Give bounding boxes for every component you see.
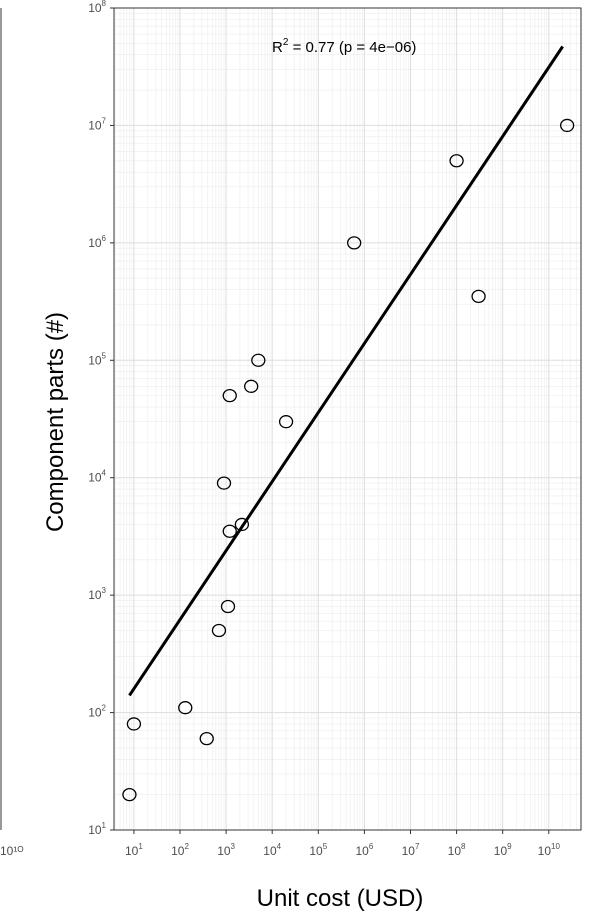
left-panel-tick-label: 10¹ᴼ bbox=[0, 844, 23, 858]
annotation-r2-label: R bbox=[272, 39, 283, 56]
regression-line bbox=[128, 45, 564, 697]
y-axis-ticks: 101 102 103 104 105 106 107 108 bbox=[88, 0, 114, 837]
x-axis-ticks: 101 102 103 104 105 106 107 108 109 1010 bbox=[125, 830, 560, 858]
scatter-point bbox=[251, 353, 266, 367]
y-tick-label: 104 bbox=[88, 469, 106, 485]
scatter-point bbox=[449, 154, 464, 168]
annotation-r2-text: = 0.77 (p = 4e−06) bbox=[288, 39, 416, 56]
x-tick-label: 103 bbox=[217, 842, 235, 858]
x-tick-label: 105 bbox=[309, 842, 327, 858]
scatter-point bbox=[234, 517, 250, 532]
minor-gridlines bbox=[114, 8, 582, 830]
x-tick-label: 104 bbox=[263, 842, 281, 858]
annotation-r2: R2 = 0.77 (p = 4e−06) bbox=[272, 37, 416, 56]
scatter-point bbox=[220, 599, 236, 614]
scatter-point bbox=[471, 289, 486, 304]
scatter-point bbox=[199, 731, 214, 746]
y-tick-label: 101 bbox=[88, 821, 106, 837]
x-tick-label: 108 bbox=[448, 842, 466, 858]
x-tick-label: 106 bbox=[355, 842, 373, 858]
scatter-point bbox=[178, 701, 193, 715]
x-tick-label: 101 bbox=[125, 842, 143, 858]
scatter-point bbox=[122, 788, 137, 802]
data-points bbox=[122, 118, 575, 802]
scatter-point bbox=[216, 476, 232, 490]
scatter-point bbox=[211, 623, 227, 638]
scatter-point bbox=[222, 524, 237, 538]
major-gridlines bbox=[114, 7, 581, 831]
x-tick-label: 107 bbox=[402, 842, 420, 858]
scatter-point bbox=[126, 717, 142, 731]
scatter-point bbox=[278, 415, 294, 429]
scatter-point bbox=[559, 118, 575, 133]
annotation-r2-sup: 2 bbox=[283, 37, 289, 48]
plot-panel-border bbox=[113, 7, 582, 831]
x-axis-title: Unit cost (USD) bbox=[257, 885, 424, 912]
y-tick-label: 103 bbox=[88, 586, 106, 602]
scatter-point bbox=[244, 379, 259, 393]
y-tick-label: 105 bbox=[88, 351, 106, 367]
y-tick-label: 107 bbox=[88, 116, 106, 132]
x-tick-label: 102 bbox=[171, 842, 189, 858]
y-tick-label: 102 bbox=[88, 704, 106, 720]
x-tick-label: 1010 bbox=[538, 842, 561, 858]
x-tick-label: 109 bbox=[494, 842, 512, 858]
y-tick-label: 108 bbox=[88, 0, 106, 15]
scatter-point bbox=[347, 236, 362, 250]
scatter-point bbox=[222, 388, 237, 403]
y-tick-label: 106 bbox=[88, 234, 106, 250]
y-axis-title: Component parts (#) bbox=[42, 312, 69, 532]
